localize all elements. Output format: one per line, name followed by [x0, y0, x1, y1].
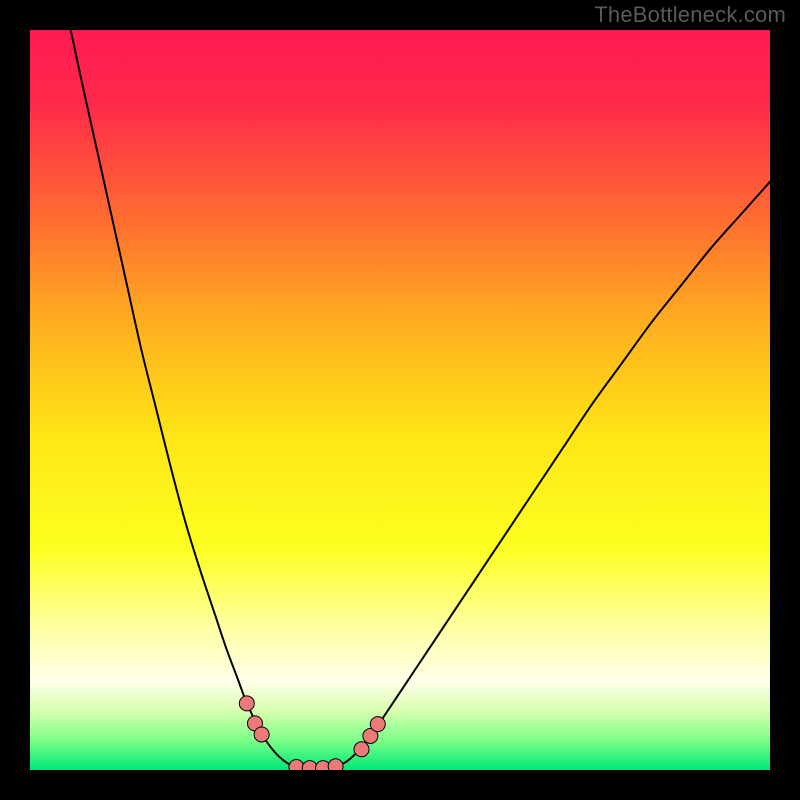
bottleneck-chart [0, 0, 800, 800]
plot-background-gradient [30, 30, 770, 770]
watermark-text: TheBottleneck.com [594, 2, 786, 28]
marker-point [239, 696, 254, 711]
marker-point [354, 742, 369, 757]
marker-point [370, 717, 385, 732]
marker-point [254, 727, 269, 742]
